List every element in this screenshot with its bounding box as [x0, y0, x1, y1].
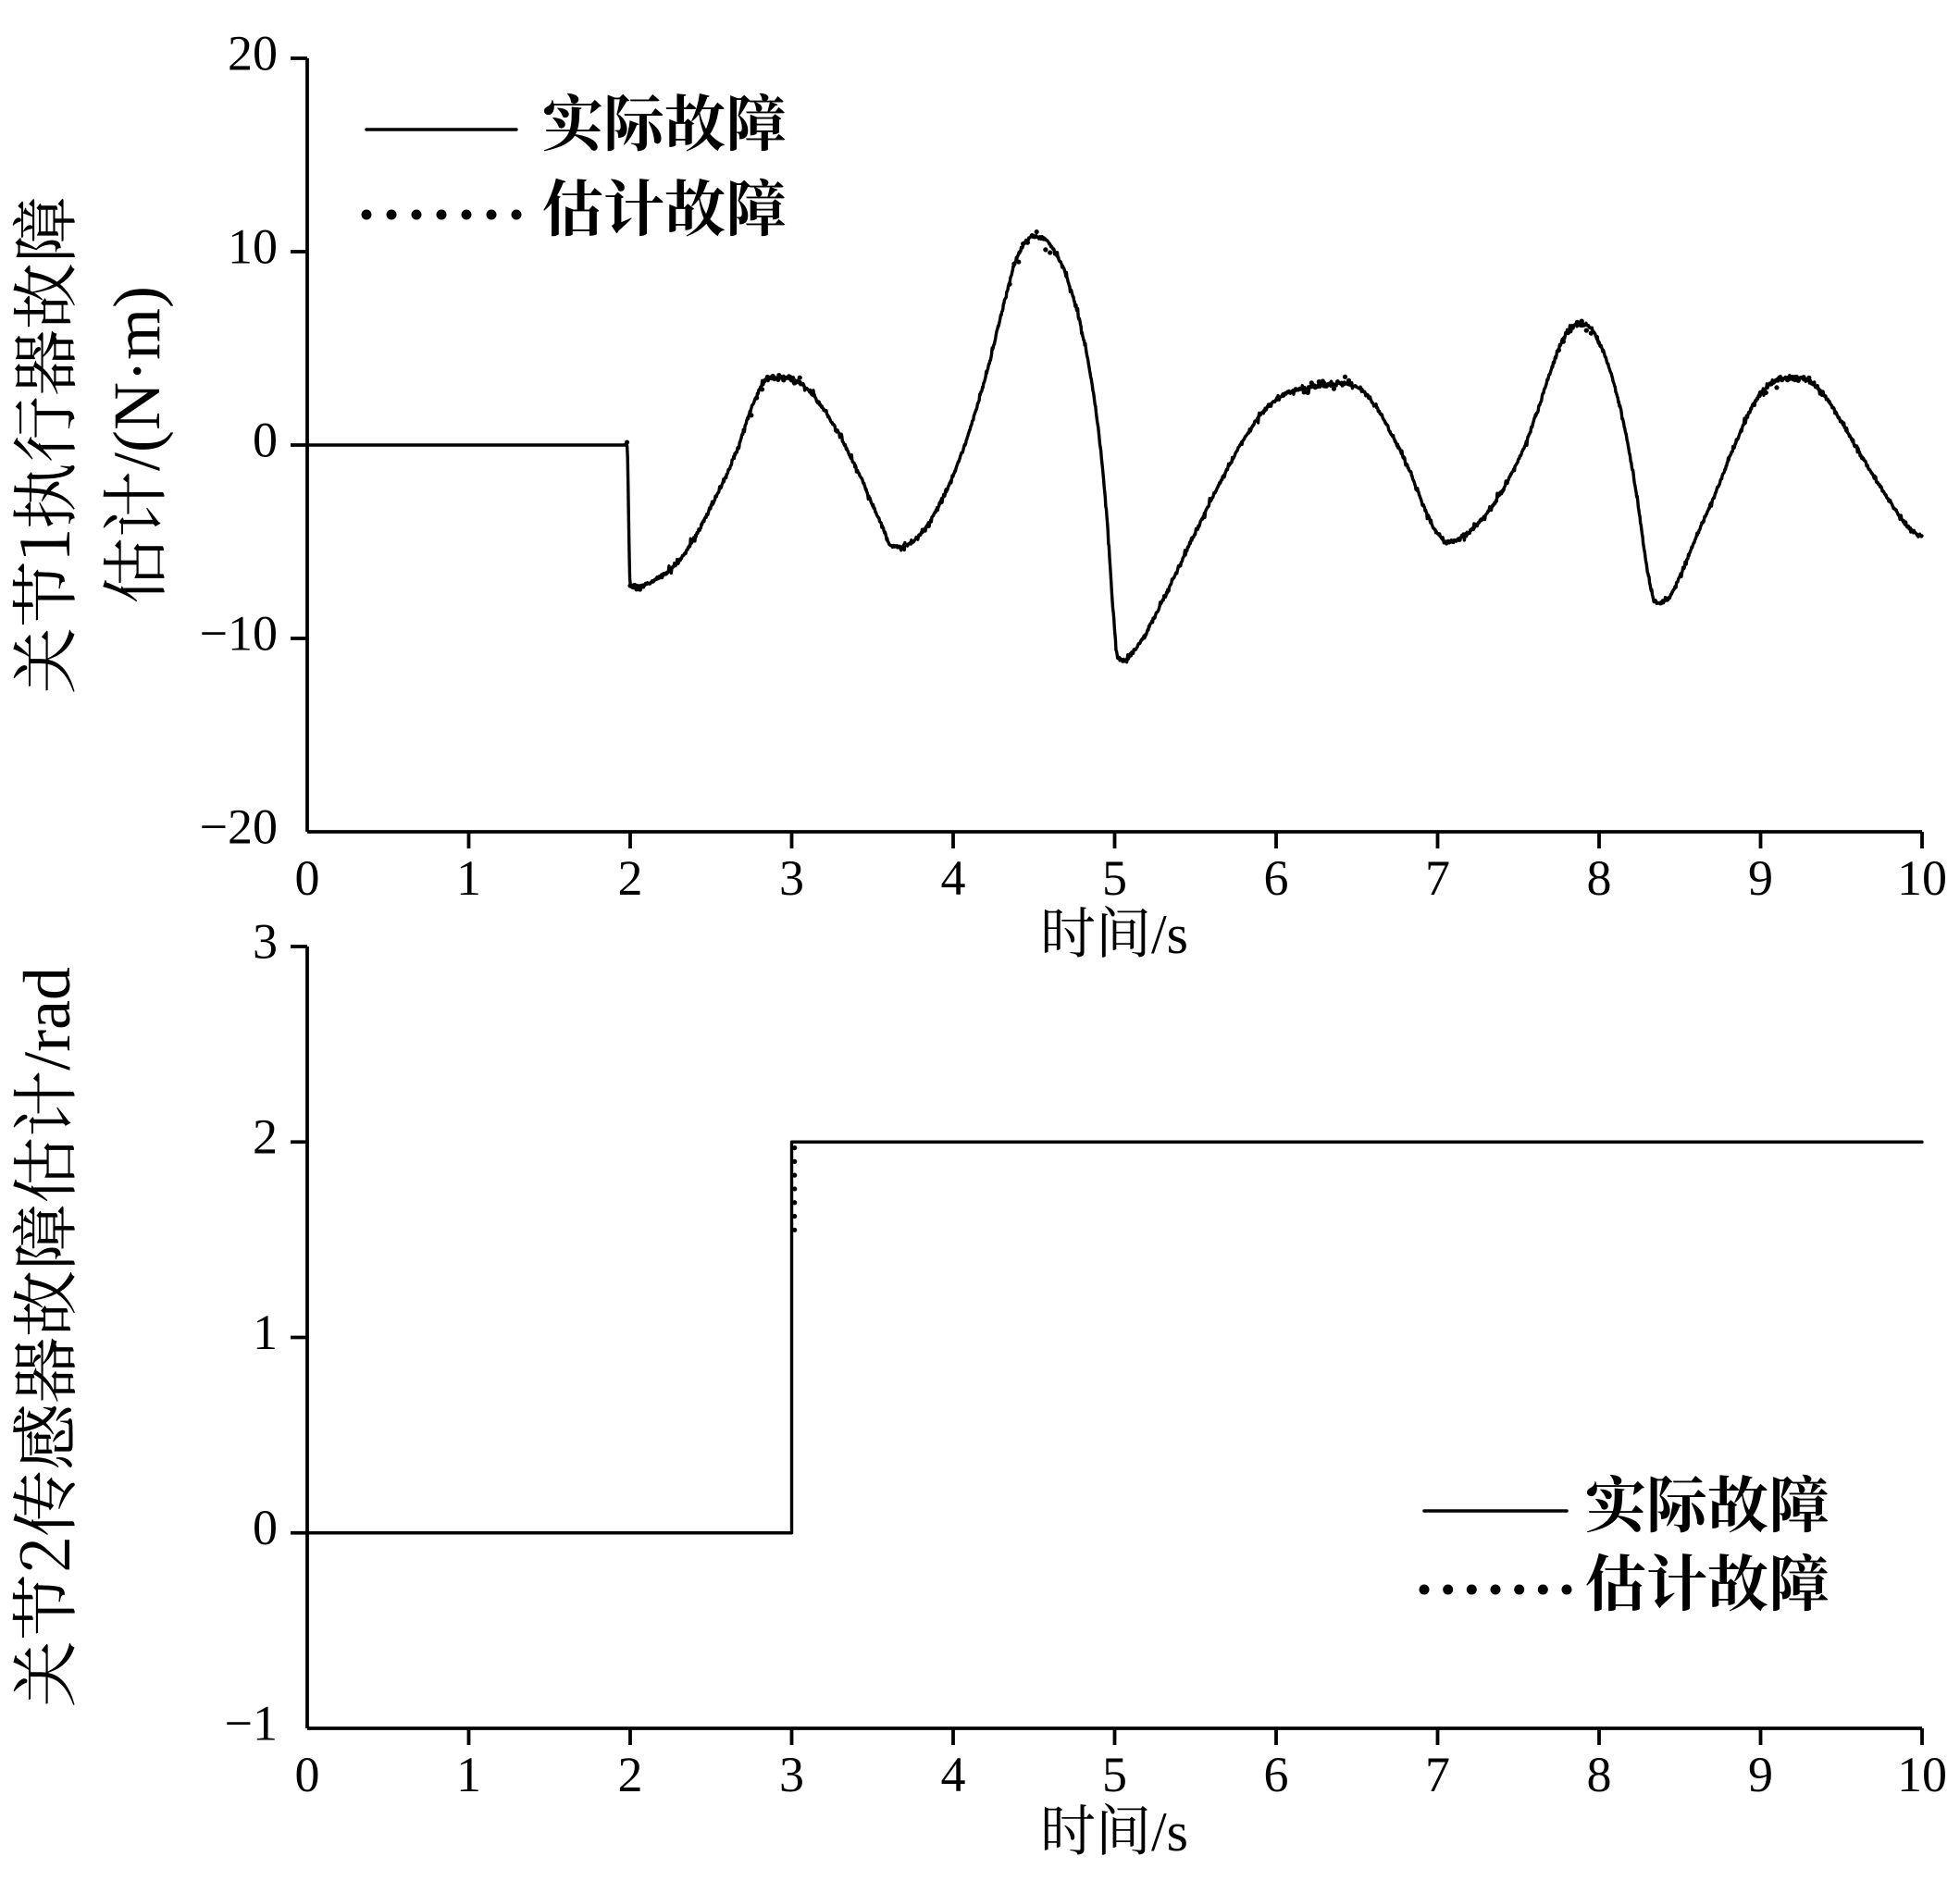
svg-text:−10: −10 — [200, 605, 278, 661]
svg-text:6: 6 — [1264, 1747, 1289, 1802]
svg-text:6: 6 — [1264, 850, 1289, 906]
svg-text:4: 4 — [941, 850, 966, 906]
svg-text:0: 0 — [253, 412, 278, 467]
svg-text:10: 10 — [1897, 850, 1947, 906]
svg-text:3: 3 — [779, 1747, 804, 1802]
svg-text:20: 20 — [228, 25, 278, 80]
svg-text:7: 7 — [1425, 1747, 1450, 1802]
svg-text:2: 2 — [618, 850, 643, 906]
svg-text:8: 8 — [1587, 1747, 1612, 1802]
svg-text:估计故障: 估计故障 — [542, 160, 787, 248]
svg-text:−1: −1 — [225, 1695, 278, 1751]
svg-text:9: 9 — [1748, 850, 1773, 906]
svg-text:9: 9 — [1748, 1747, 1773, 1802]
svg-text:0: 0 — [295, 850, 320, 906]
svg-text:3: 3 — [779, 850, 804, 906]
svg-text:7: 7 — [1425, 850, 1450, 906]
svg-text:1: 1 — [456, 1747, 481, 1802]
svg-text:4: 4 — [941, 1747, 966, 1802]
svg-text:实际故障: 实际故障 — [542, 75, 787, 163]
svg-text:估计故障: 估计故障 — [1585, 1535, 1830, 1623]
svg-text:−20: −20 — [200, 798, 278, 854]
svg-text:8: 8 — [1587, 850, 1612, 906]
svg-text:关节2传感器故障估计/rad: 关节2传感器故障估计/rad — [0, 967, 89, 1707]
svg-text:2: 2 — [618, 1747, 643, 1802]
svg-text:0: 0 — [295, 1747, 320, 1802]
svg-text:3: 3 — [253, 913, 278, 969]
svg-text:0: 0 — [253, 1500, 278, 1555]
svg-text:关节1执行器故障: 关节1执行器故障 — [0, 196, 89, 694]
svg-text:10: 10 — [228, 218, 278, 274]
svg-text:2: 2 — [253, 1109, 278, 1165]
svg-text:1: 1 — [253, 1305, 278, 1360]
svg-text:1: 1 — [456, 850, 481, 906]
svg-text:10: 10 — [1897, 1747, 1947, 1802]
svg-text:实际故障: 实际故障 — [1585, 1456, 1830, 1544]
